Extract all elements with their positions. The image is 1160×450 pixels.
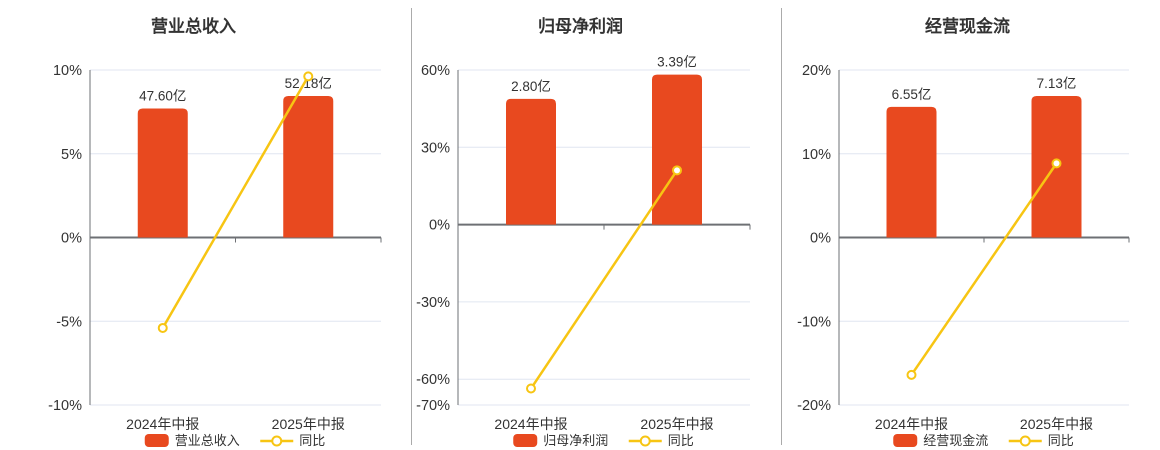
yoy-marker-2024年中报[interactable]: [906, 369, 917, 380]
y-tick-label: 30%: [421, 140, 450, 156]
x-category-label: 2025年中报: [1020, 416, 1093, 432]
legend-item-bar-series[interactable]: 经营现金流: [893, 433, 988, 448]
legend-bar-label: 经营现金流: [923, 433, 988, 448]
y-tick-label: 10%: [802, 147, 831, 163]
legend-bar-label: 营业总收入: [175, 433, 240, 448]
y-tick-label: 0%: [429, 218, 450, 234]
y-tick-label: 10%: [53, 63, 82, 79]
legend-line-label: 同比: [1048, 433, 1074, 448]
panel-revenue: 营业总收入 10% 5% 0% -5% -10% 47.60亿 52.18亿 2024年中报 2…: [0, 0, 387, 450]
yoy-marker-2025年中报[interactable]: [1051, 158, 1062, 169]
yoy-line: [161, 75, 310, 329]
panel-divider: [781, 8, 782, 445]
bar-value-label: 3.39亿: [657, 55, 697, 70]
chart-title-revenue: 营业总收入: [151, 17, 236, 36]
bar-2024年中报[interactable]: [137, 108, 188, 238]
legend-line-marker: [639, 435, 651, 447]
x-category-label: 2025年中报: [640, 416, 713, 432]
y-tick-label: 20%: [802, 63, 831, 79]
y-tick-label: 0%: [810, 231, 831, 247]
legend-line-marker: [271, 435, 283, 447]
legend-item-bar-series[interactable]: 归母净利润: [513, 433, 608, 448]
bar-value-label: 2.80亿: [511, 79, 551, 94]
y-tick-label: 0%: [61, 231, 82, 247]
y-tick-label: -10%: [797, 314, 831, 330]
net-profit-chart: 60% 30% 0% -30% -60% -70% 2.80亿 3.39亿 2024年中报 202…: [416, 55, 751, 448]
legend-item-line-series[interactable]: 同比: [1008, 433, 1074, 448]
cash-flow-chart: 20% 10% 0% -10% -20% 6.55亿 7.13亿 2024年中报 2025年中报…: [797, 63, 1130, 448]
bar-2025年中报[interactable]: [652, 74, 702, 225]
x-category-label: 2024年中报: [126, 416, 199, 432]
legend-bar-swatch: [144, 434, 169, 447]
yoy-marker-2024年中报[interactable]: [157, 322, 168, 333]
x-category-label: 2025年中报: [272, 416, 345, 432]
y-tick-label: -70%: [416, 398, 450, 414]
yoy-line: [910, 162, 1058, 376]
legend-bar-swatch: [513, 434, 538, 447]
legend-bar-swatch: [893, 434, 918, 447]
legend-line-marker: [1019, 435, 1031, 447]
y-tick-label: -10%: [48, 398, 82, 414]
bar-2024年中报[interactable]: [506, 98, 556, 225]
bar-value-label: 52.18亿: [285, 76, 332, 91]
legend-line-label: 同比: [299, 433, 325, 448]
legend-item-bar-series[interactable]: 营业总收入: [144, 433, 240, 448]
chart-title-net-profit: 归母净利润: [538, 17, 623, 36]
bar-2024年中报[interactable]: [886, 106, 937, 238]
x-category-label: 2024年中报: [875, 416, 948, 432]
y-tick-label: -30%: [416, 295, 450, 311]
bar-value-label: 7.13亿: [1037, 76, 1077, 91]
y-tick-label: -20%: [797, 398, 831, 414]
legend-line-label: 同比: [668, 433, 694, 448]
chart-title-cash-flow: 经营现金流: [925, 17, 1010, 36]
legend-item-line-series[interactable]: 同比: [628, 433, 694, 448]
y-tick-label: -60%: [416, 372, 450, 388]
x-category-label: 2024年中报: [494, 416, 567, 432]
y-tick-label: 5%: [61, 147, 82, 163]
yoy-marker-2025年中报[interactable]: [303, 71, 314, 82]
yoy-line: [529, 169, 679, 390]
yoy-marker-2025年中报[interactable]: [672, 165, 682, 176]
y-tick-label: -5%: [56, 314, 82, 330]
legend-item-line-series[interactable]: 同比: [260, 433, 325, 448]
panel-cash-flow: 经营现金流 20% 10% 0% -10% -20% 6.55亿 7.13亿 2024年中报 2…: [774, 0, 1160, 450]
y-tick-label: 60%: [421, 63, 450, 79]
legend-bar-label: 归母净利润: [543, 433, 608, 448]
yoy-marker-2024年中报[interactable]: [526, 383, 536, 394]
bar-value-label: 47.60亿: [139, 89, 186, 104]
revenue-chart: 10% 5% 0% -5% -10% 47.60亿 52.18亿 2024年中报 2025年中报…: [48, 63, 382, 448]
panel-net-profit: 归母净利润 60% 30% 0% -30% -60% -70% 2.80亿 3.39亿 2024…: [387, 0, 774, 450]
bar-2025年中报[interactable]: [283, 95, 334, 238]
bar-value-label: 6.55亿: [892, 87, 932, 102]
panel-divider: [411, 8, 412, 445]
